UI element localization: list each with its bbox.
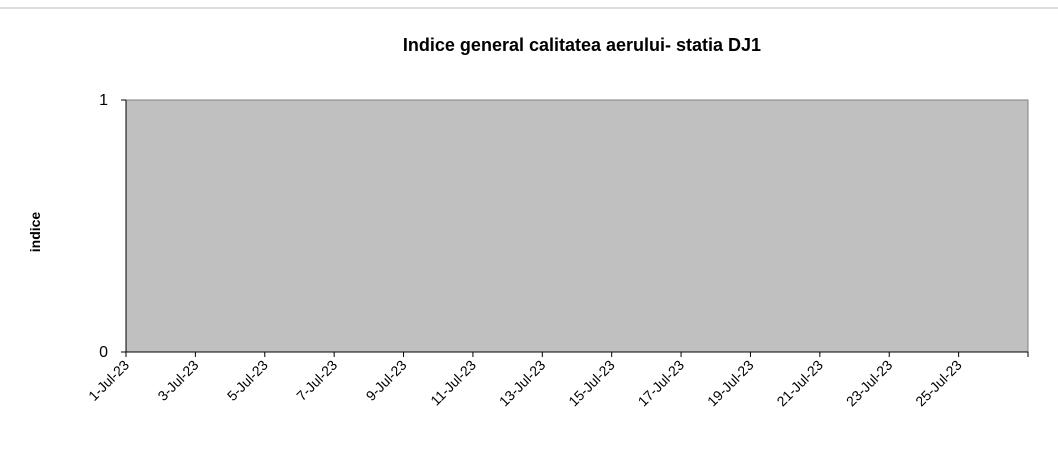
x-tick-label: 23-Jul-23: [843, 357, 896, 410]
x-tick-label: 11-Jul-23: [427, 357, 479, 409]
y-tick-label: 0: [99, 344, 108, 361]
plot-area: [125, 99, 1029, 353]
x-tick-label: 3-Jul-23: [154, 357, 201, 404]
x-tick-label: 25-Jul-23: [912, 357, 965, 410]
x-tick-label: 15-Jul-23: [565, 357, 618, 410]
x-tick-label: 19-Jul-23: [704, 357, 757, 410]
x-tick-label: 5-Jul-23: [224, 357, 271, 404]
y-axis-label: indice: [27, 212, 43, 253]
x-tick-label: 13-Jul-23: [496, 357, 549, 410]
x-tick-label: 9-Jul-23: [363, 357, 410, 404]
x-tick-label: 7-Jul-23: [293, 357, 340, 404]
x-tick-label: 1-Jul-23: [85, 357, 132, 404]
x-tick-label: 21-Jul-23: [773, 357, 826, 410]
chart-title: Indice general calitatea aerului- statia…: [403, 35, 761, 55]
x-tick-label: 17-Jul-23: [635, 357, 688, 410]
y-tick-label: 1: [99, 92, 108, 109]
